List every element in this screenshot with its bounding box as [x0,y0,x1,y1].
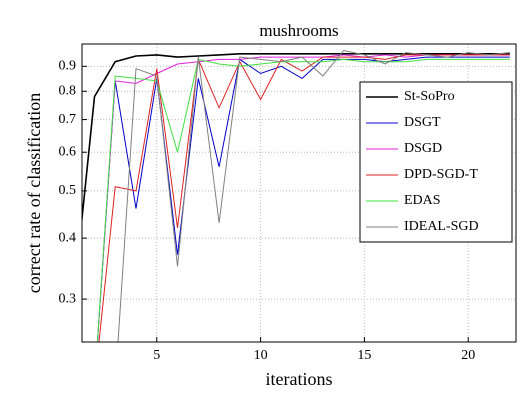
x-tick-label: 15 [357,348,371,363]
x-tick-label: 5 [153,348,160,363]
legend-box [359,81,513,243]
legend-label: DSGT [404,115,441,130]
legend-label: St-SoPro [404,89,455,104]
x-axis-label: iterations [266,369,333,389]
series-line [82,53,510,227]
x-tick-label: 10 [254,348,268,363]
legend-label: DPD-SGD-T [404,167,478,182]
y-tick-label: 0.5 [59,183,77,198]
y-tick-label: 0.6 [59,144,77,159]
y-tick-label: 0.9 [59,59,77,74]
legend-label: EDAS [404,193,441,208]
legend-label: DSGD [404,141,442,156]
y-tick-label: 0.8 [59,83,77,98]
y-tick-label: 0.7 [59,112,77,127]
chart-title: mushrooms [259,21,338,40]
plot-frame [81,43,517,343]
series-line [98,54,510,342]
y-tick-label: 0.3 [59,291,77,306]
series-line [117,49,510,342]
series-line [96,58,510,342]
y-axis-label: correct rate of classification [24,93,44,293]
x-tick-label: 20 [461,348,475,363]
plot-lines [82,49,510,342]
y-tick-label: 0.4 [59,230,77,245]
legend-label: IDEAL-SGD [404,219,479,234]
